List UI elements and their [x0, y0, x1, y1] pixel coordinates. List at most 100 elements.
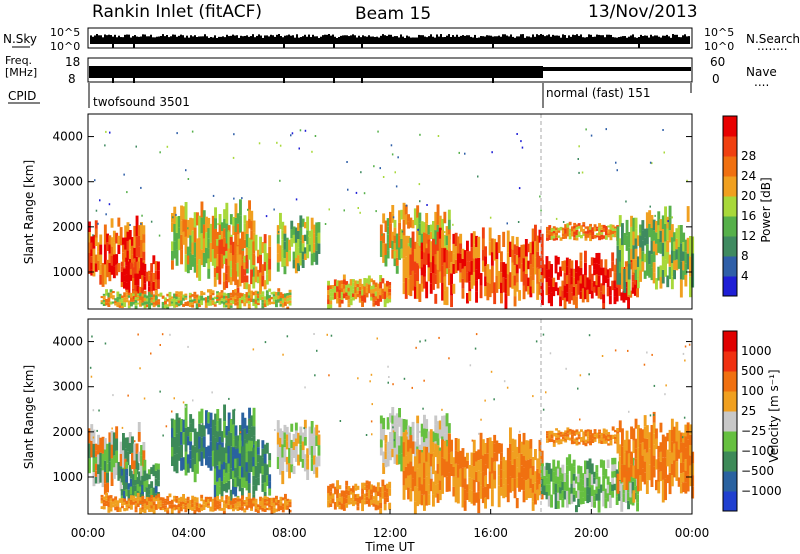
range-cell: [416, 423, 420, 431]
range-cell: [389, 432, 392, 442]
range-cell: [126, 231, 130, 241]
range-cell: [301, 441, 305, 451]
range-cell: [236, 223, 240, 235]
range-cell: [518, 290, 521, 301]
range-cell: [263, 495, 267, 500]
range-cell: [107, 297, 111, 303]
range-cell: [236, 508, 240, 511]
range-cell: [331, 288, 335, 293]
range-cell: [134, 503, 138, 507]
range-cell: [531, 254, 535, 268]
range-cell: [595, 486, 599, 494]
range-cell: [345, 494, 349, 499]
range-cell: [445, 226, 449, 236]
range-cell: [277, 291, 281, 296]
range-cell: [506, 466, 510, 485]
range-cell: [294, 422, 298, 431]
range-cell: [664, 478, 667, 501]
range-cell: [179, 295, 183, 301]
range-cell: [294, 227, 298, 243]
range-cell: [236, 287, 240, 297]
range-cell: [263, 444, 267, 454]
range-cell: [128, 465, 132, 477]
scatter-cell: [588, 373, 590, 376]
range-cell: [575, 224, 579, 228]
range-cell: [411, 466, 415, 479]
range-cell: [152, 501, 156, 506]
range-cell: [420, 233, 424, 246]
range-cell: [317, 434, 321, 446]
range-cell: [409, 275, 413, 297]
range-cell: [554, 475, 558, 484]
range-cell: [154, 279, 158, 289]
scatter-cell: [129, 224, 131, 226]
range-cell: [189, 235, 193, 253]
range-cell: [179, 291, 183, 296]
range-cell: [252, 503, 256, 507]
range-cell: [214, 228, 217, 240]
range-cell: [484, 453, 487, 465]
range-cell: [137, 431, 141, 442]
range-cell: [402, 235, 406, 247]
range-cell: [270, 301, 274, 305]
range-cell: [513, 254, 517, 266]
range-cell: [207, 412, 211, 424]
noise-sample: [444, 37, 446, 44]
noise-sample: [274, 36, 276, 44]
range-cell: [536, 458, 540, 469]
range-cell: [466, 240, 469, 252]
range-cell: [238, 504, 242, 508]
noise-sample: [192, 36, 194, 44]
range-cell: [277, 288, 281, 292]
scatter-cell: [94, 179, 96, 182]
scatter-cell: [518, 187, 521, 190]
noise-sample: [490, 35, 492, 44]
range-cell: [229, 504, 233, 510]
range-cell: [374, 498, 378, 505]
range-cell: [147, 469, 151, 475]
range-cell: [247, 298, 251, 301]
noise-sample: [134, 35, 136, 44]
range-cell: [232, 290, 235, 294]
noise-sample: [98, 35, 100, 44]
noise-sample: [230, 35, 232, 44]
range-cell: [276, 444, 280, 457]
scatter-cell: [377, 130, 379, 133]
range-cell: [261, 497, 265, 502]
range-cell: [186, 301, 190, 307]
scatter-cell: [578, 145, 580, 148]
range-cell: [409, 254, 413, 276]
range-cell: [536, 251, 540, 268]
range-cell: [607, 231, 611, 234]
y-tick-label: 3000: [52, 380, 83, 394]
range-cell: [372, 293, 376, 298]
range-cell: [536, 235, 540, 252]
scatter-cell: [490, 370, 493, 373]
range-cell: [393, 250, 397, 259]
range-cell: [173, 303, 176, 308]
range-cell: [598, 441, 601, 444]
range-cell: [265, 501, 269, 504]
range-cell: [310, 217, 314, 230]
range-cell: [593, 227, 597, 232]
scatter-cell: [491, 151, 493, 154]
range-cell: [641, 220, 645, 231]
range-cell: [94, 457, 98, 464]
range-cell: [450, 451, 453, 464]
range-cell: [239, 199, 242, 216]
range-cell: [285, 464, 289, 472]
range-cell: [608, 482, 612, 495]
range-cell: [608, 495, 612, 508]
range-cell: [129, 262, 133, 269]
range-cell: [547, 286, 551, 295]
range-cell: [434, 264, 438, 275]
noise-sample: [332, 34, 334, 44]
range-cell: [363, 278, 367, 287]
range-cell: [652, 219, 656, 231]
range-cell: [331, 493, 335, 499]
range-cell: [352, 499, 355, 507]
range-cell: [310, 445, 314, 459]
scatter-cell: [143, 397, 146, 400]
range-cell: [108, 432, 112, 443]
range-cell: [664, 224, 667, 242]
